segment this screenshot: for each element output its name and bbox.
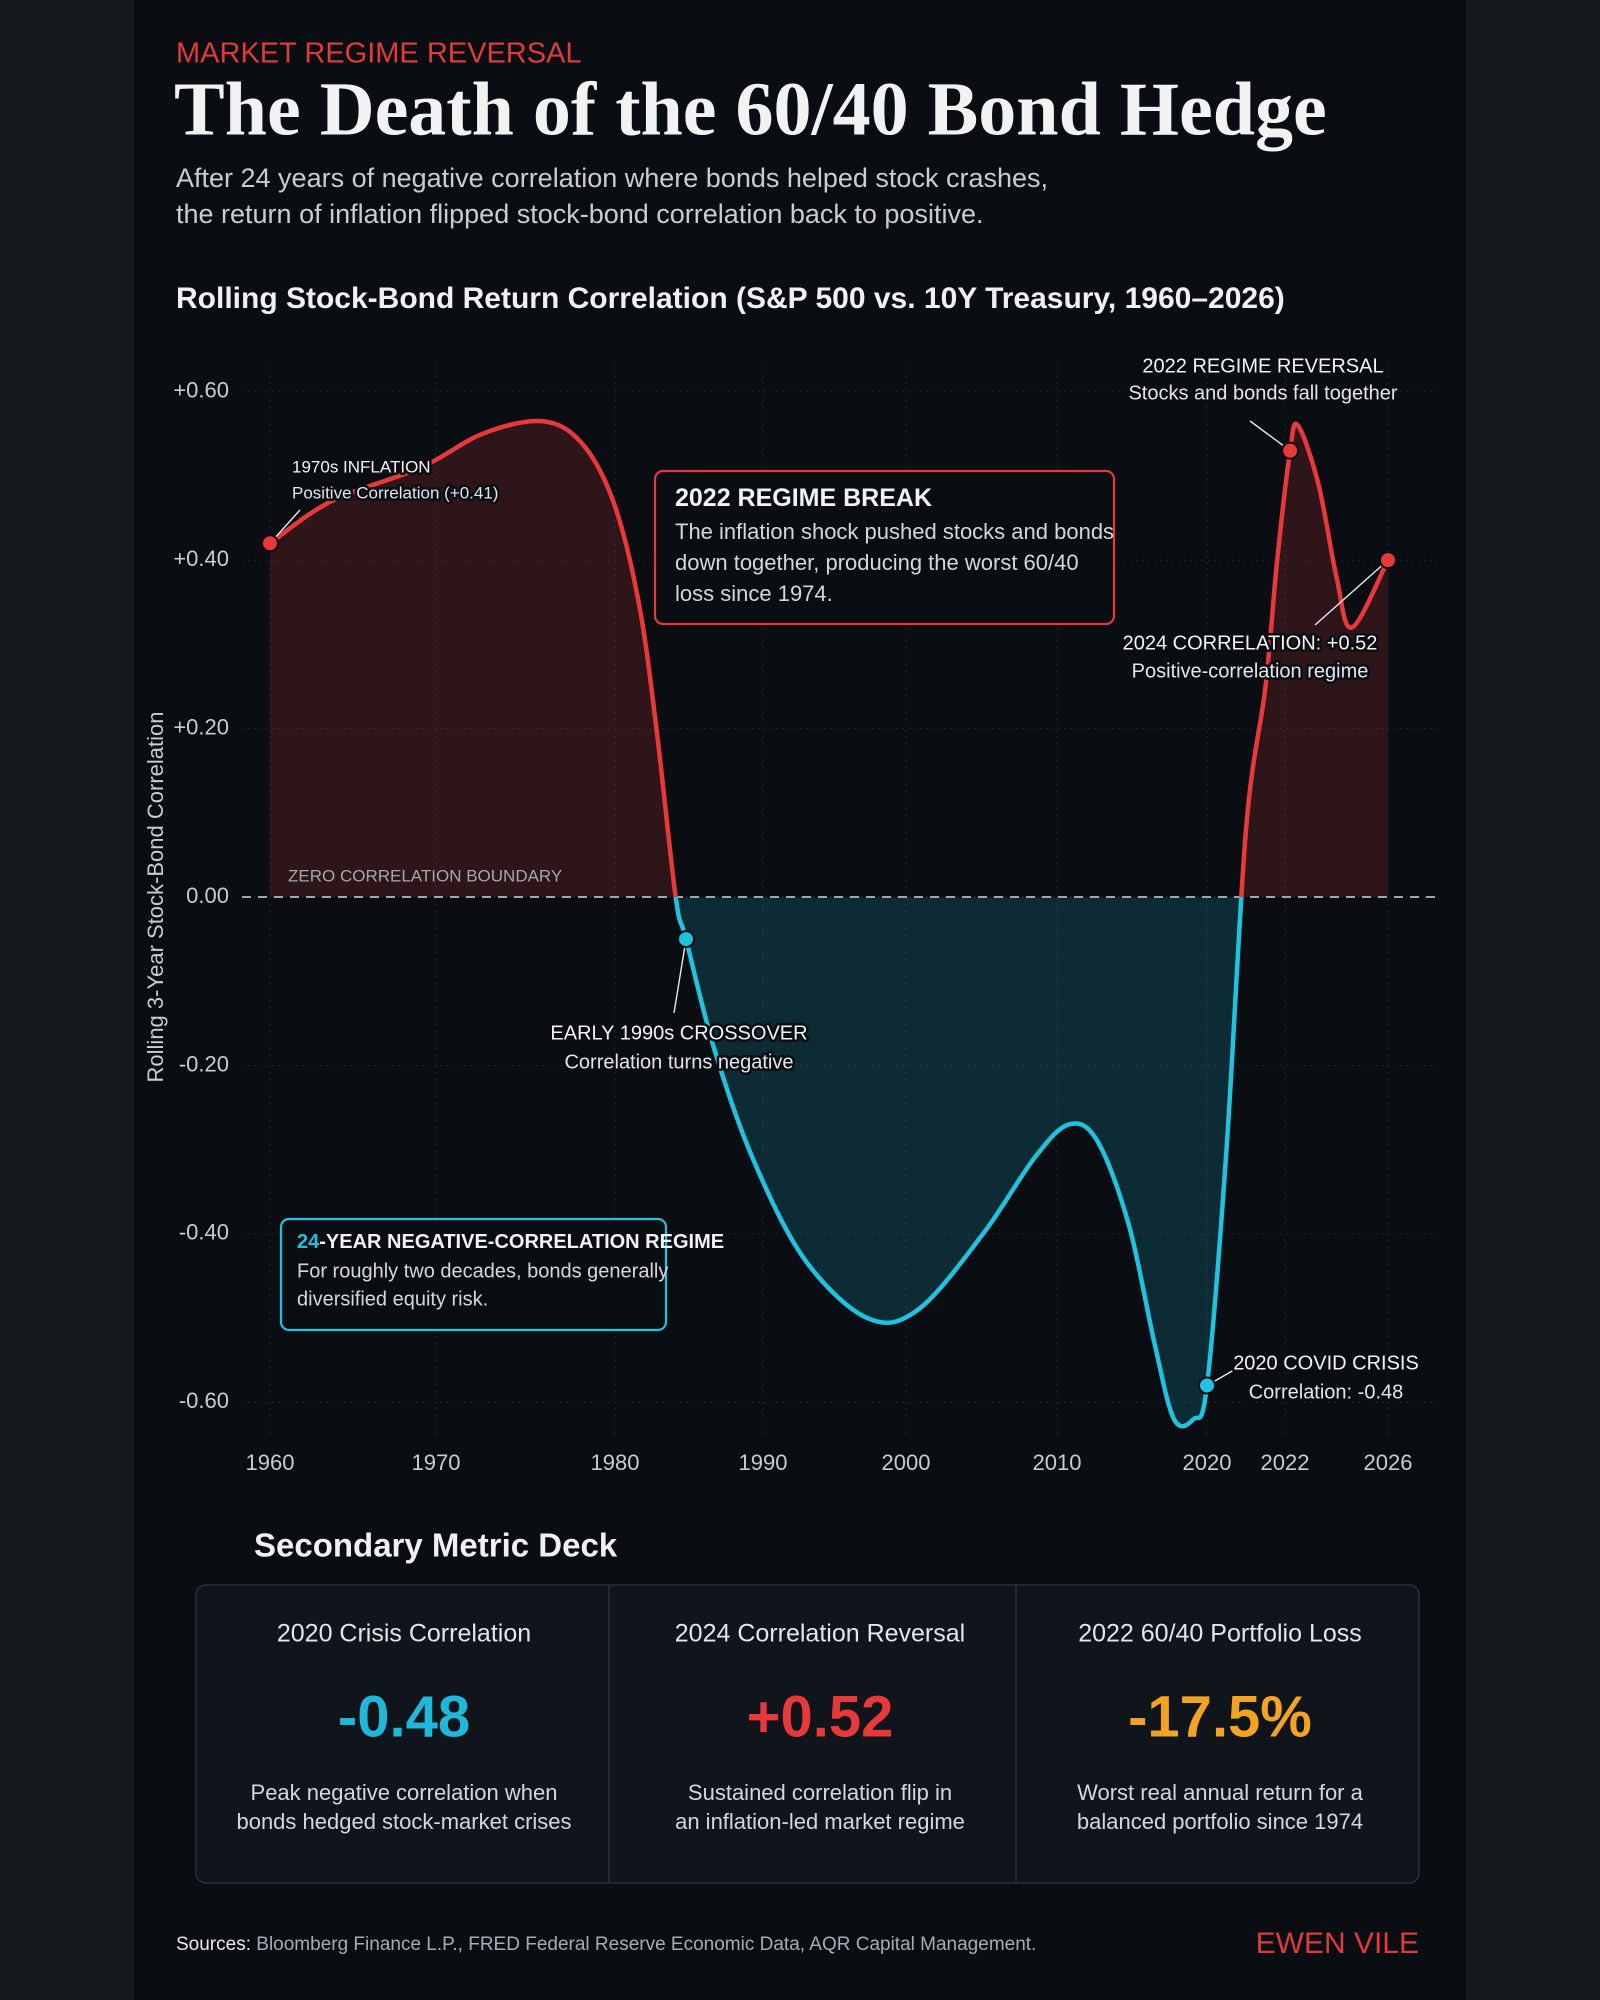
annotation-text: Stocks and bonds fall together bbox=[1128, 382, 1397, 404]
y-axis-title: Rolling 3-Year Stock-Bond Correlation bbox=[143, 712, 168, 1083]
callout-title-part: -YEAR NEGATIVE-CORRELATION REGIME bbox=[319, 1231, 724, 1253]
y-tick-label: -0.40 bbox=[179, 1220, 229, 1245]
y-tick-label: +0.60 bbox=[173, 378, 229, 403]
subtitle: the return of inflation flipped stock-bo… bbox=[176, 199, 983, 229]
sources: Sources: Bloomberg Finance L.P., FRED Fe… bbox=[176, 1934, 1036, 1955]
subtitle: After 24 years of negative correlation w… bbox=[176, 163, 1048, 193]
annotation-title: 2020 COVID CRISIS bbox=[1233, 1352, 1419, 1374]
deck-frame bbox=[195, 1584, 1420, 1884]
card-desc: Peak negative correlation when bbox=[251, 1780, 558, 1805]
x-tick-label: 2000 bbox=[882, 1450, 931, 1475]
deck-title: Secondary Metric Deck bbox=[254, 1527, 618, 1564]
annotation-point bbox=[1281, 441, 1300, 460]
x-tick-label: 2022 bbox=[1261, 1450, 1310, 1475]
callout-text: diversified equity risk. bbox=[297, 1288, 488, 1310]
y-tick-label: +0.20 bbox=[173, 714, 229, 739]
sources-label: Sources: bbox=[176, 1934, 251, 1955]
brand: EWEN VILE bbox=[1256, 1927, 1419, 1960]
zero-line-label: ZERO CORRELATION BOUNDARY bbox=[288, 866, 562, 885]
card-desc: bonds hedged stock-market crises bbox=[236, 1809, 571, 1834]
card-label: 2022 60/40 Portfolio Loss bbox=[1078, 1620, 1362, 1648]
annotation-text: Correlation: -0.48 bbox=[1249, 1381, 1404, 1403]
card-desc: Sustained correlation flip in bbox=[688, 1780, 952, 1805]
callout-title-part: 2022 REGIME BREAK bbox=[675, 484, 932, 512]
x-tick-label: 2020 bbox=[1183, 1450, 1232, 1475]
callout-title-part: 24 bbox=[297, 1231, 320, 1253]
x-tick-label: 1960 bbox=[246, 1450, 295, 1475]
card-desc: balanced portfolio since 1974 bbox=[1077, 1809, 1363, 1834]
annotation-title: 1970s INFLATION bbox=[292, 457, 431, 476]
callout-title: 2022 REGIME BREAK bbox=[675, 484, 932, 512]
x-tick-label: 1970 bbox=[412, 1450, 461, 1475]
title: The Death of the 60/40 Bond Hedge bbox=[174, 67, 1327, 151]
annotation-text: Positive-correlation regime bbox=[1132, 660, 1369, 682]
leader-line bbox=[1314, 559, 1389, 626]
x-tick-label: 2026 bbox=[1364, 1450, 1413, 1475]
kicker: MARKET REGIME REVERSAL bbox=[176, 38, 582, 70]
annotation-point bbox=[1379, 551, 1397, 570]
annotation-text: Positive Correlation (+0.41) bbox=[292, 483, 498, 502]
card-desc: an inflation-led market regime bbox=[675, 1809, 965, 1834]
sources-text: Bloomberg Finance L.P., FRED Federal Res… bbox=[256, 1934, 1036, 1955]
card-value: -0.48 bbox=[338, 1684, 470, 1749]
chart-title: Rolling Stock-Bond Return Correlation (S… bbox=[176, 282, 1285, 315]
callout-text: For roughly two decades, bonds generally bbox=[297, 1260, 668, 1282]
callout-text: loss since 1974. bbox=[675, 581, 833, 606]
line bbox=[267, 418, 1391, 1429]
card-desc: Worst real annual return for a bbox=[1077, 1780, 1363, 1805]
y-tick-label: -0.20 bbox=[179, 1051, 229, 1076]
y-tick-label: 0.00 bbox=[186, 883, 229, 908]
callout-title: 24-YEAR NEGATIVE-CORRELATION REGIME bbox=[297, 1231, 724, 1253]
x-tick-label: 1980 bbox=[591, 1450, 640, 1475]
leader-line bbox=[673, 938, 687, 1014]
callout-text: The inflation shock pushed stocks and bo… bbox=[675, 519, 1114, 544]
area bbox=[270, 420, 1388, 1427]
card-label: 2024 Correlation Reversal bbox=[675, 1620, 965, 1648]
annotation-point bbox=[261, 534, 279, 553]
annotation-title: 2024 CORRELATION: +0.52 bbox=[1123, 632, 1378, 654]
callout-box bbox=[653, 469, 1116, 626]
y-tick-label: +0.40 bbox=[173, 546, 229, 571]
annotation-text: Correlation turns negative bbox=[564, 1051, 793, 1073]
card-value: +0.52 bbox=[747, 1684, 894, 1749]
annotation-title: 2022 REGIME REVERSAL bbox=[1142, 355, 1383, 377]
card-value: -17.5% bbox=[1128, 1684, 1312, 1749]
annotation-point bbox=[1198, 1376, 1216, 1395]
callout-box bbox=[279, 1217, 668, 1332]
y-tick-label: -0.60 bbox=[179, 1388, 229, 1413]
annotation-point bbox=[677, 930, 696, 949]
x-tick-label: 2010 bbox=[1033, 1450, 1082, 1475]
card-label: 2020 Crisis Correlation bbox=[277, 1620, 531, 1648]
annotation-title: EARLY 1990s CROSSOVER bbox=[550, 1022, 807, 1044]
x-tick-label: 1990 bbox=[739, 1450, 788, 1475]
callout-text: down together, producing the worst 60/40 bbox=[675, 550, 1079, 575]
